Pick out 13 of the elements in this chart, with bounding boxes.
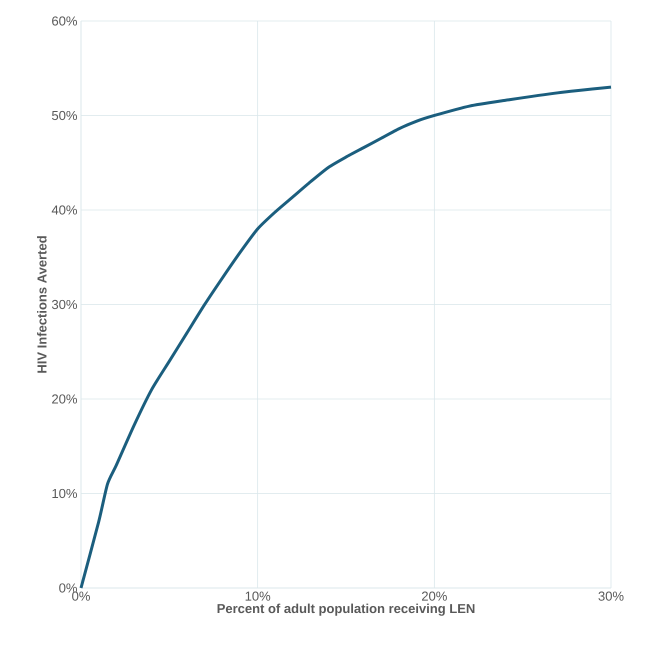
x-axis-title: Percent of adult population receiving LEN	[218, 604, 474, 616]
y-tick-label: 50%	[52, 110, 78, 120]
x-tick-label: 10%	[246, 592, 270, 601]
y-tick-label: 20%	[52, 394, 78, 404]
y-tick-label: 0%	[59, 583, 78, 593]
x-tick-label: 0%	[72, 592, 90, 601]
y-tick-label: 40%	[52, 205, 78, 215]
y-tick-label: 10%	[52, 488, 78, 498]
x-tick-label: 20%	[422, 592, 447, 601]
y-tick-label: 60%	[52, 16, 78, 26]
x-tick-label: 30%	[598, 592, 624, 601]
y-axis-title: HIV Infections Averted	[37, 236, 47, 373]
y-tick-label: 30%	[52, 300, 78, 310]
